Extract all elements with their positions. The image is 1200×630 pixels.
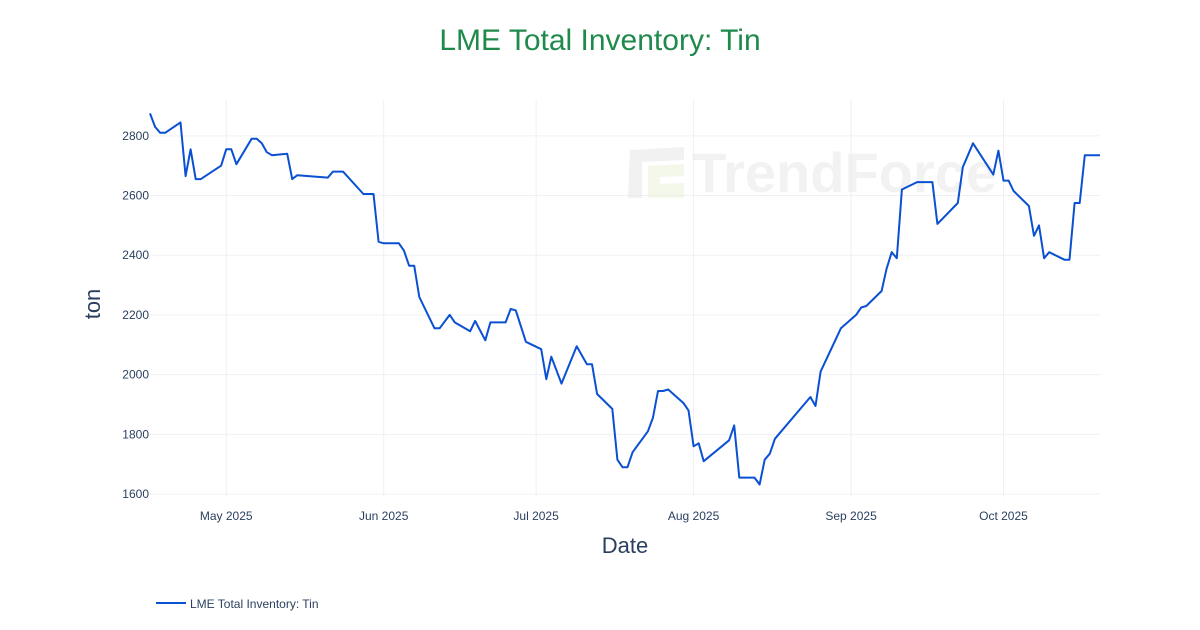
y-tick-label: 2800	[122, 129, 149, 143]
trendforce-logo-icon	[628, 147, 684, 198]
series-line-lme-total-inventory-tin	[149, 113, 1100, 486]
y-tick-label: 2400	[122, 248, 149, 262]
x-tick-label: Sep 2025	[825, 509, 877, 523]
x-axis-ticks: May 2025 Jun 2025 Jul 2025 Aug 2025 Sep 2025…	[200, 509, 1028, 523]
trendforce-watermark: TrendForce	[628, 141, 997, 204]
x-axis-title: Date	[602, 533, 648, 558]
x-tick-label: May 2025	[200, 509, 253, 523]
x-tick-label: Jul 2025	[513, 509, 559, 523]
legend[interactable]: LME Total Inventory: Tin	[156, 597, 319, 611]
x-tick-label: Oct 2025	[979, 509, 1028, 523]
y-tick-label: 2600	[122, 189, 149, 203]
y-tick-label: 1600	[122, 487, 149, 501]
y-tick-label: 1800	[122, 427, 149, 441]
x-tick-label: Aug 2025	[668, 509, 720, 523]
y-axis-ticks: 1600 1800 2000 2200 2400 2600 2800	[122, 129, 149, 501]
y-tick-label: 2200	[122, 308, 149, 322]
chart-title: LME Total Inventory: Tin	[439, 24, 760, 57]
watermark-text: TrendForce	[692, 141, 997, 204]
x-tick-label: Jun 2025	[359, 509, 409, 523]
y-axis-title: ton	[80, 289, 105, 320]
grid	[150, 100, 1100, 497]
legend-label: LME Total Inventory: Tin	[190, 597, 319, 611]
y-tick-label: 2000	[122, 368, 149, 382]
